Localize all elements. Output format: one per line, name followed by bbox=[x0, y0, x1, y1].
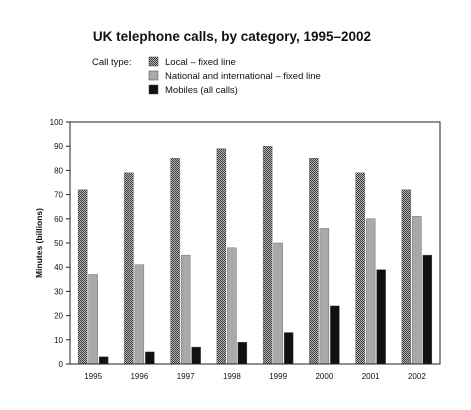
y-tick-label: 20 bbox=[54, 312, 63, 321]
bar-national-and-international-fixed-line-2002 bbox=[412, 216, 422, 365]
bar-national-and-international-fixed-line-1997 bbox=[180, 254, 191, 365]
bar-mobiles-all-calls-1999 bbox=[283, 332, 294, 365]
bars bbox=[77, 145, 433, 365]
legend-swatch-mobiles-all-calls bbox=[148, 84, 159, 95]
legend-title: Call type: bbox=[92, 57, 132, 68]
y-tick-label: 0 bbox=[59, 360, 64, 369]
y-tick-label: 40 bbox=[54, 263, 63, 272]
bar-national-and-international-fixed-line-2001 bbox=[365, 218, 376, 365]
chart-title: UK telephone calls, by category, 1995–20… bbox=[93, 29, 371, 44]
bar-national-and-international-fixed-line-1995 bbox=[88, 274, 98, 365]
legend-swatch-national-and-international-fixed-line bbox=[148, 70, 159, 81]
bar-national-and-international-fixed-line-2000 bbox=[319, 228, 330, 365]
bar-local-fixed-line-1999 bbox=[262, 145, 273, 365]
x-tick-label: 1996 bbox=[130, 372, 148, 381]
bar-mobiles-all-calls-1996 bbox=[145, 351, 155, 365]
y-tick-label: 90 bbox=[54, 142, 63, 151]
bar-local-fixed-line-2002 bbox=[401, 189, 412, 365]
bar-mobiles-all-calls-1995 bbox=[98, 356, 109, 365]
y-axis: 0 10 20 30 40 50 60 70 80 90 100 bbox=[50, 118, 70, 369]
legend-label-local-fixed-line: Local – fixed line bbox=[165, 57, 236, 68]
bar-national-and-international-fixed-line-1998 bbox=[227, 247, 237, 365]
x-axis: 1995 1996 1997 1998 1999 2000 2001 2002 bbox=[84, 372, 426, 381]
y-axis-title: Minutes (billions) bbox=[34, 208, 44, 278]
x-tick-label: 1997 bbox=[177, 372, 195, 381]
x-tick-label: 2001 bbox=[362, 372, 380, 381]
bar-local-fixed-line-1998 bbox=[216, 148, 227, 365]
legend-label-national-and-international-fixed-line: National and international – fixed line bbox=[165, 71, 321, 82]
bar-mobiles-all-calls-2001 bbox=[376, 269, 386, 365]
bar-national-and-international-fixed-line-1996 bbox=[134, 264, 145, 365]
x-tick-label: 2002 bbox=[408, 372, 426, 381]
y-tick-label: 50 bbox=[54, 239, 63, 248]
plot-frame bbox=[69, 121, 441, 365]
bar-local-fixed-line-2000 bbox=[309, 158, 319, 365]
bar-local-fixed-line-1997 bbox=[170, 158, 180, 365]
y-tick-label: 70 bbox=[54, 191, 63, 200]
y-tick-label: 80 bbox=[54, 166, 63, 175]
legend-label-mobiles-all-calls: Mobiles (all calls) bbox=[165, 85, 238, 96]
bar-mobiles-all-calls-2000 bbox=[330, 305, 340, 365]
bar-local-fixed-line-1996 bbox=[124, 172, 134, 365]
bar-mobiles-all-calls-2002 bbox=[422, 254, 433, 365]
x-tick-label: 1999 bbox=[269, 372, 287, 381]
bar-mobiles-all-calls-1998 bbox=[237, 342, 248, 365]
bar-local-fixed-line-2001 bbox=[355, 172, 365, 365]
y-tick-label: 100 bbox=[50, 118, 64, 127]
y-tick-label: 30 bbox=[54, 287, 63, 296]
x-tick-label: 1995 bbox=[84, 372, 102, 381]
bar-mobiles-all-calls-1997 bbox=[191, 346, 201, 365]
legend: Local – fixed line National and internati… bbox=[148, 56, 321, 96]
y-tick-label: 10 bbox=[54, 336, 63, 345]
y-tick-label: 60 bbox=[54, 215, 63, 224]
bar-national-and-international-fixed-line-1999 bbox=[273, 242, 283, 365]
x-tick-label: 2000 bbox=[315, 372, 333, 381]
x-tick-label: 1998 bbox=[223, 372, 241, 381]
legend-swatch-local-fixed-line bbox=[148, 56, 159, 67]
bar-local-fixed-line-1995 bbox=[77, 189, 88, 365]
